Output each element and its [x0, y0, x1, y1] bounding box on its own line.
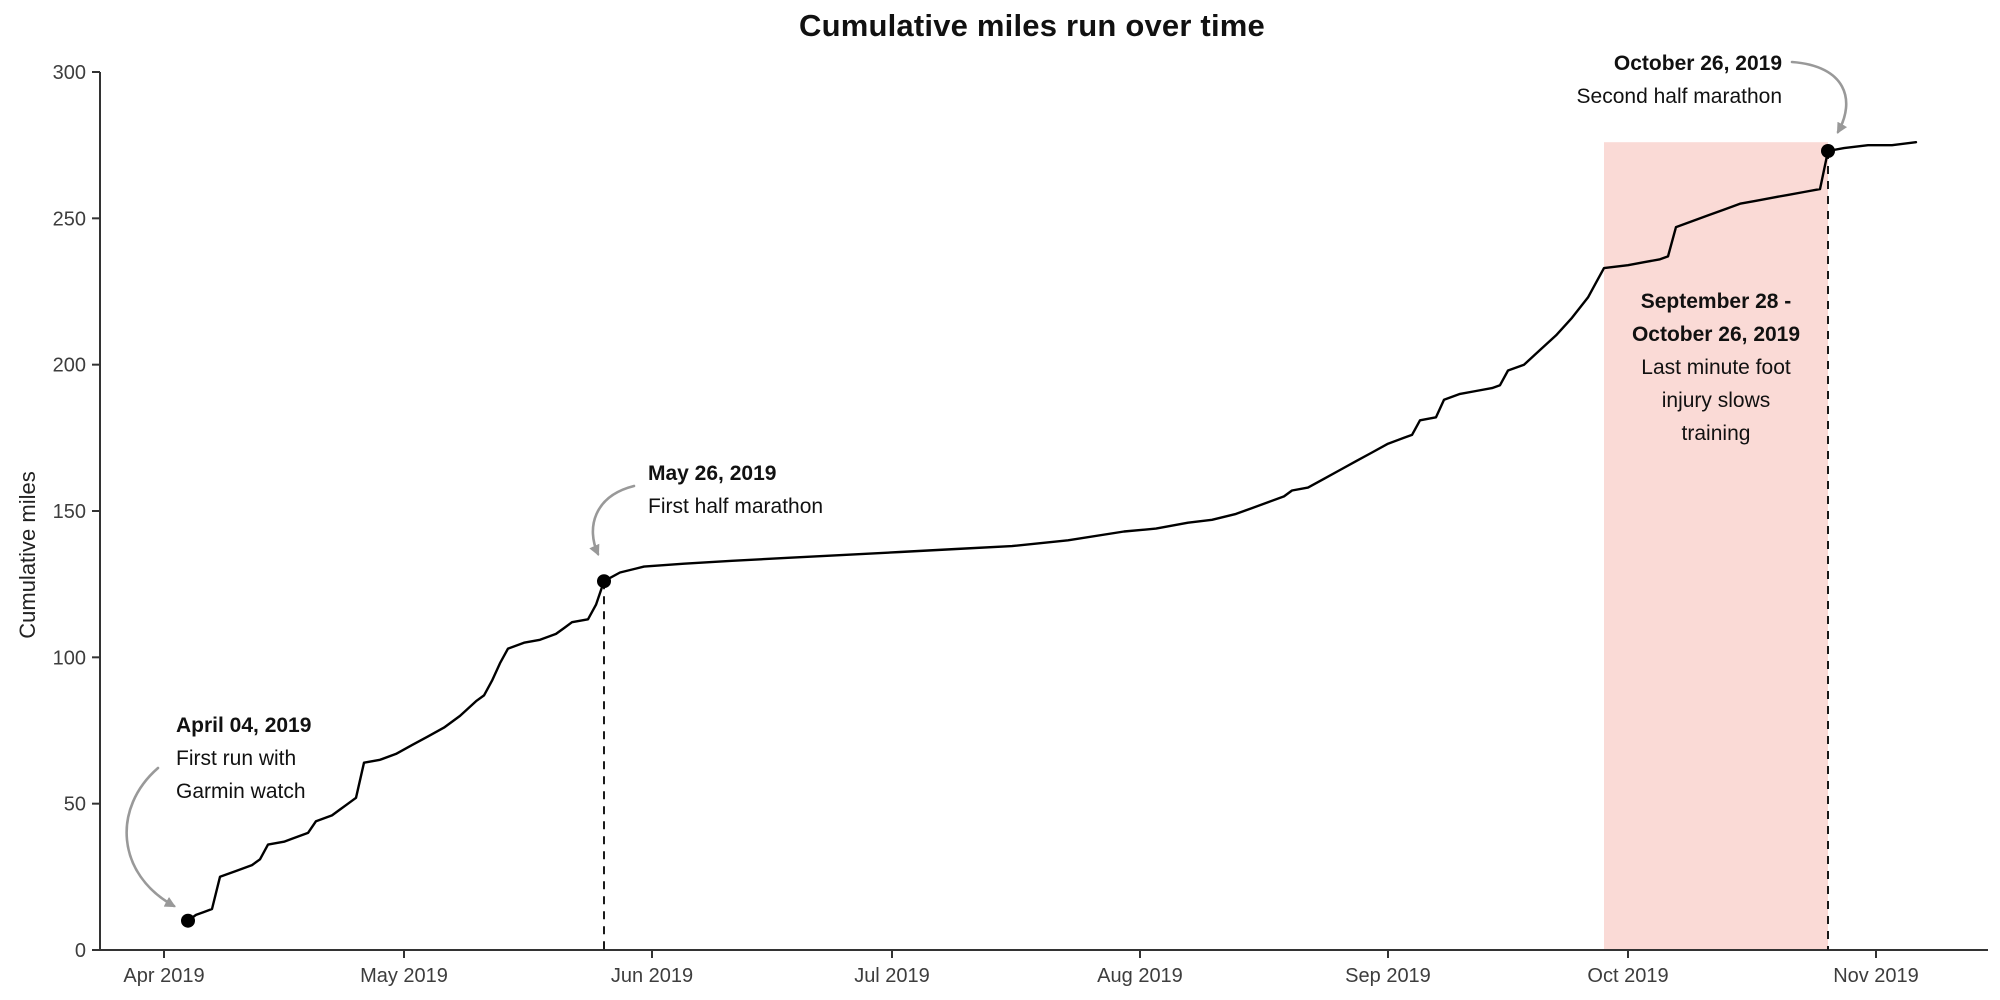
annotation-injury-title: September 28 - [1641, 290, 1792, 313]
annotation-first-run-text: First run with [176, 747, 296, 770]
y-tick-label: 300 [53, 62, 86, 84]
x-tick-label: Sep 2019 [1345, 965, 1431, 987]
event-marker-dot [181, 913, 195, 928]
y-tick-label: 200 [53, 355, 86, 377]
event-marker-dot [1821, 144, 1835, 158]
chart-title: Cumulative miles run over time [799, 8, 1265, 43]
y-tick-label: 250 [53, 208, 86, 230]
annotation-second-half-arrow [1790, 60, 1848, 134]
annotation-second-half-title: October 26, 2019 [1614, 52, 1782, 75]
annotation-first-half-title: May 26, 2019 [648, 462, 776, 485]
annotation-first-run-text: Garmin watch [176, 780, 306, 803]
annotation-injury-title: October 26, 2019 [1632, 323, 1800, 346]
annotation-first-half-arrow [589, 484, 636, 556]
annotation-injury-text: injury slows [1662, 389, 1771, 412]
x-tick-label: Aug 2019 [1097, 965, 1183, 987]
y-tick-label: 50 [64, 794, 86, 816]
x-tick-label: May 2019 [360, 965, 448, 987]
cumulative-miles-line [186, 140, 1918, 922]
annotation-first-run-arrow [125, 766, 176, 908]
x-tick-label: Jul 2019 [854, 965, 930, 987]
annotation-first-run-title: April 04, 2019 [176, 714, 311, 737]
event-marker-dot [597, 574, 611, 589]
x-tick-label: Oct 2019 [1587, 965, 1668, 987]
annotation-injury-text: Last minute foot [1641, 356, 1791, 379]
injury-shaded-region [1604, 142, 1828, 950]
y-tick-label: 150 [53, 501, 86, 523]
annotation-injury-text: training [1682, 422, 1751, 445]
annotation-first-half-text: First half marathon [648, 495, 823, 518]
y-tick-label: 0 [75, 940, 86, 962]
x-tick-label: Apr 2019 [123, 965, 204, 987]
x-tick-label: Nov 2019 [1833, 965, 1919, 987]
annotation-second-half-text: Second half marathon [1577, 85, 1782, 108]
x-tick-label: Jun 2019 [611, 965, 693, 987]
y-tick-label: 100 [53, 647, 86, 669]
